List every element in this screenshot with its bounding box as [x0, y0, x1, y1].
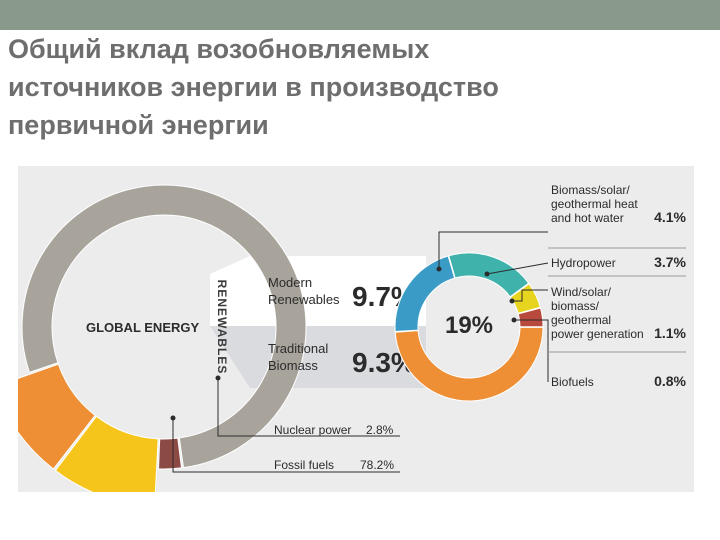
wind-label-line-4: power generation [551, 327, 644, 341]
center-value: 19% [445, 312, 493, 339]
energy-figure: GLOBAL ENERGY RENEWABLES Modern Renewabl… [18, 166, 694, 492]
title-line-1: Общий вклад возобновляемых [8, 34, 430, 64]
biomass-heat-label-line-2: geothermal heat [551, 197, 638, 211]
nuclear-leader-line [217, 378, 400, 437]
hydro-leader-dot [484, 271, 490, 277]
fossil-label: Fossil fuels [274, 458, 334, 472]
hydro-leader-line [486, 262, 549, 275]
wind-value: 1.1% [654, 325, 686, 341]
top-bar [0, 0, 720, 30]
fossil-value: 78.2% [360, 458, 394, 472]
biomass-heat-value: 4.1% [654, 209, 686, 225]
nuclear-leader-dot [215, 375, 221, 381]
traditional-label-line-1: Traditional [268, 341, 328, 356]
fossil-leader-line [172, 418, 400, 473]
global-energy-ring [18, 184, 307, 492]
hydro-value: 3.7% [654, 254, 686, 270]
biomass-heat-leader-dot [436, 266, 442, 272]
global-energy-slice-nuclear-power [158, 437, 183, 470]
energy-chart-svg: GLOBAL ENERGY RENEWABLES Modern Renewabl… [18, 166, 694, 492]
fossil-leader-dot [170, 415, 176, 421]
title-line-2: источников энергии в производство [8, 72, 499, 102]
renewables-ring [394, 252, 544, 402]
wind-label-line-2: biomass/ [551, 299, 600, 313]
biofuels-leader-dot [511, 317, 517, 323]
title-line-3: первичной энергии [8, 110, 269, 140]
renewables-label: RENEWABLES [215, 280, 229, 375]
global-energy-slice-traditional-biomass [18, 363, 96, 470]
renewables-slice-biofuels [517, 307, 544, 328]
biomass-heat-label-line-1: Biomass/solar/ [551, 183, 630, 197]
nuclear-value: 2.8% [366, 423, 394, 437]
hydro-label: Hydropower [551, 256, 616, 270]
biofuels-leader-line [514, 319, 549, 382]
nuclear-label: Nuclear power [274, 423, 351, 437]
modern-label-line-1: Modern [268, 275, 312, 290]
global-energy-label: GLOBAL ENERGY [86, 320, 199, 335]
modern-label-line-2: Renewables [268, 292, 340, 307]
wind-leader-line [512, 289, 548, 302]
traditional-label-line-2: Biomass [268, 358, 318, 373]
renewables-slice-traditional-biomass [394, 326, 544, 402]
traditional-band [210, 326, 426, 388]
renewables-slice-wind-solar-biomass-geothermal-power-generation [509, 283, 541, 315]
wind-label-line-1: Wind/solar/ [551, 285, 612, 299]
global-energy-slice-fossil-fuels [21, 184, 307, 469]
wind-leader-dot [509, 298, 515, 304]
biofuels-value: 0.8% [654, 373, 686, 389]
global-energy-slice-modern-renewables [54, 415, 159, 492]
biomass-heat-label-line-3: and hot water [551, 211, 624, 225]
slide-title: Общий вклад возобновляемых источников эн… [8, 30, 648, 144]
renewables-slice-biomass-solar-geothermal-heat-and-hot-water [394, 255, 456, 333]
biomass-heat-leader-line [438, 231, 548, 269]
biofuels-label: Biofuels [551, 375, 594, 389]
wind-label-line-3: geothermal [551, 313, 611, 327]
